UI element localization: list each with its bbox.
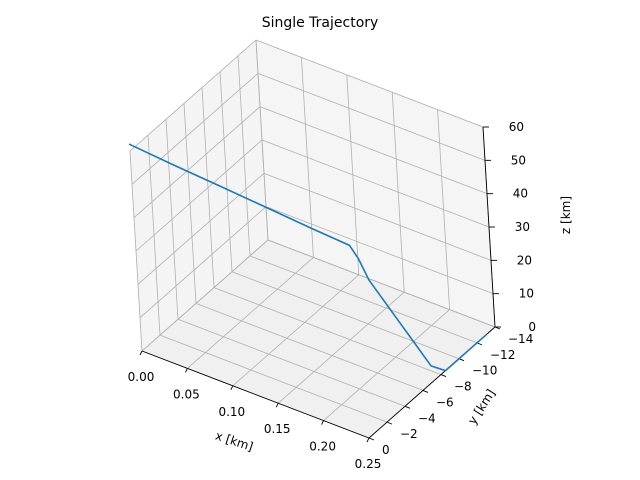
x-tick-labels: 0.00 0.05 0.10 0.15 0.20 0.25: [128, 370, 382, 471]
grid-line-z-back: [255, 39, 484, 128]
grid-line-z-back: [257, 72, 486, 161]
y-tick-label: −12: [490, 348, 515, 362]
z-tick-label: 20: [517, 253, 532, 267]
grid-line-z-back: [261, 139, 490, 228]
chart-title: Single Trajectory: [262, 15, 379, 31]
y-tick-label: −2: [400, 427, 418, 441]
y-tick-mark: [368, 437, 375, 441]
grid-line-y-floor: [195, 303, 424, 391]
grid-line-z-left: [135, 139, 263, 252]
grid-line-y-floor: [213, 287, 442, 375]
grid-line-y-floor: [177, 318, 406, 407]
y-tick-label: −10: [472, 364, 497, 378]
z-axis-label: z [km]: [559, 196, 573, 234]
z-tick-labels: 0 10 20 30 40 50 60: [509, 120, 536, 334]
y-tick-mark: [404, 405, 411, 409]
tick-marks: [139, 126, 501, 443]
y-tick-mark: [440, 374, 447, 377]
grid-line-z-back: [263, 172, 492, 261]
trajectory-line-0: [128, 143, 487, 372]
x-axis-line: [141, 350, 370, 439]
z-tick-label: 10: [519, 287, 534, 301]
y-tick-label: −6: [436, 395, 454, 409]
x-tick-mark: [366, 437, 370, 443]
x-tick-label: 0.20: [309, 440, 336, 454]
grid-line-x-floor: [323, 309, 450, 421]
z-tick-label: 40: [513, 187, 528, 201]
y-tick-mark: [476, 342, 483, 346]
x-tick-mark: [139, 350, 143, 356]
y-tick-mark: [386, 421, 393, 425]
z-tick-label: 0: [528, 320, 536, 334]
x-tick-mark: [230, 385, 234, 391]
y-tick-label: −14: [508, 332, 533, 346]
grid-line-z-left: [139, 206, 267, 318]
z-tick-label: 60: [509, 120, 524, 134]
grid-line-y-floor: [159, 334, 388, 423]
grid-line-z-back: [259, 106, 488, 195]
series-group: [128, 143, 487, 372]
y-tick-label: 0: [382, 443, 390, 457]
grid-line-z-left: [141, 239, 269, 352]
grid-line-z-back: [265, 206, 494, 295]
y-tick-mark: [422, 390, 429, 393]
x-tick-label: 0.10: [218, 405, 245, 419]
grid-line-x-floor: [277, 291, 405, 404]
grid-line-z-left: [131, 73, 259, 185]
z-tick-label: 50: [511, 153, 526, 167]
grid-line-z-left: [137, 173, 265, 285]
grid-line-z-left: [133, 106, 261, 218]
grid-line-z-left: [129, 39, 257, 152]
y-tick-label: −8: [454, 380, 472, 394]
grid-line-x-floor: [232, 274, 360, 387]
x-tick-label: 0.05: [173, 387, 200, 401]
x-tick-mark: [321, 420, 325, 425]
x-tick-mark: [275, 402, 279, 408]
grid-lines: [129, 39, 496, 439]
z-tick-label: 30: [515, 220, 530, 234]
y-tick-labels: 0 −2−4−6−8−10 −12 −14: [382, 332, 533, 457]
y-tick-mark: [458, 358, 465, 362]
x-tick-label: 0.15: [264, 422, 291, 436]
grid-line-y-floor: [231, 271, 460, 360]
grid-line-z-back: [267, 239, 496, 328]
x-tick-mark: [184, 368, 188, 373]
y-tick-label: −4: [418, 411, 436, 425]
grid-line-x-floor: [187, 257, 314, 369]
x-tick-label: 0.00: [128, 370, 155, 384]
grid-line-y-floor: [249, 255, 478, 344]
x-tick-label: 0.25: [355, 457, 382, 471]
